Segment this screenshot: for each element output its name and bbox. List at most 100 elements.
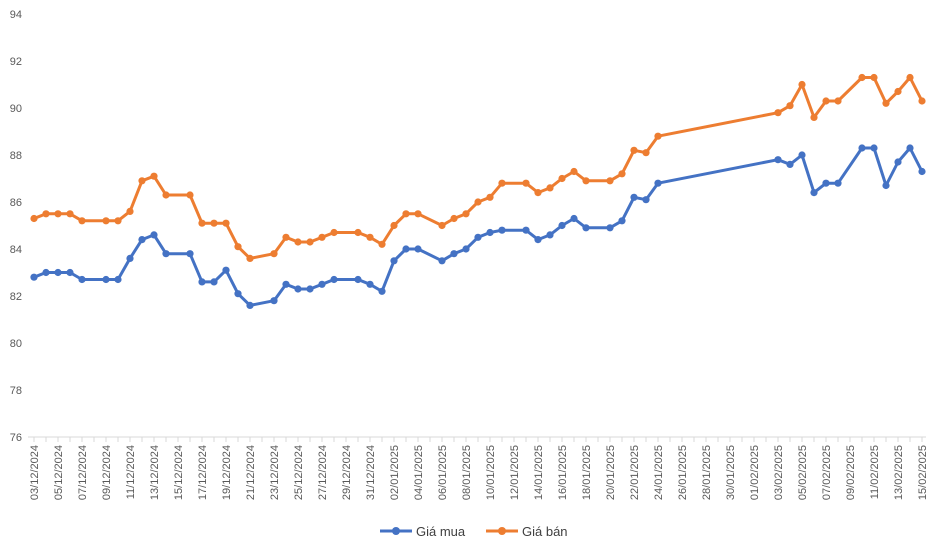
data-point xyxy=(150,231,158,239)
x-tick-label: 05/02/2025 xyxy=(797,445,809,500)
data-point xyxy=(126,254,134,262)
data-point xyxy=(42,210,50,218)
data-point xyxy=(390,221,398,230)
data-point xyxy=(270,250,278,258)
data-point xyxy=(234,290,242,298)
data-point xyxy=(30,273,38,281)
data-point xyxy=(246,254,254,262)
y-tick-label: 84 xyxy=(10,244,22,256)
x-tick-label: 26/01/2025 xyxy=(677,445,689,500)
data-point xyxy=(582,224,590,232)
x-tick-label: 14/01/2025 xyxy=(533,445,545,500)
x-tick-label: 03/02/2025 xyxy=(773,445,785,500)
x-tick-label: 28/01/2025 xyxy=(701,445,713,500)
data-point xyxy=(606,177,614,185)
x-tick-label: 05/12/2024 xyxy=(53,445,65,500)
x-tick-label: 07/02/2025 xyxy=(821,445,833,500)
data-point xyxy=(318,233,326,241)
data-point xyxy=(246,301,254,309)
data-point xyxy=(222,266,230,274)
data-point xyxy=(414,245,422,253)
data-point xyxy=(186,250,194,258)
legend-marker xyxy=(392,527,400,535)
data-point xyxy=(906,73,914,82)
x-tick-label: 15/02/2025 xyxy=(917,445,929,500)
x-tick-label: 25/12/2024 xyxy=(293,445,305,500)
data-point xyxy=(654,132,662,140)
y-tick-label: 80 xyxy=(10,338,22,350)
data-point xyxy=(918,97,926,105)
x-tick-label: 13/12/2024 xyxy=(149,445,161,500)
data-point xyxy=(270,297,278,305)
data-point xyxy=(786,102,794,110)
data-point xyxy=(546,184,554,192)
data-point xyxy=(822,179,830,187)
data-point xyxy=(138,177,146,185)
x-tick-label: 30/01/2025 xyxy=(725,445,737,500)
x-tick-label: 20/01/2025 xyxy=(605,445,617,500)
data-point xyxy=(210,278,218,286)
x-tick-label: 11/02/2025 xyxy=(869,445,881,499)
x-tick-label: 09/12/2024 xyxy=(101,445,113,500)
legend: Giá mua Giá bán xyxy=(380,524,568,539)
data-point xyxy=(774,109,782,117)
data-point xyxy=(558,221,566,230)
y-tick-label: 88 xyxy=(10,150,22,162)
data-point xyxy=(162,191,170,199)
data-point xyxy=(378,287,386,295)
x-tick-label: 27/12/2024 xyxy=(317,445,329,500)
data-point xyxy=(546,231,554,239)
y-tick-label: 94 xyxy=(10,9,22,21)
data-point xyxy=(618,217,626,225)
y-tick-label: 90 xyxy=(10,103,22,115)
data-point xyxy=(330,275,338,284)
series-line xyxy=(33,146,924,307)
x-tick-label: 19/12/2024 xyxy=(221,445,233,500)
data-point xyxy=(642,149,650,157)
data-point xyxy=(570,214,578,223)
data-point xyxy=(906,144,914,152)
x-tick-label: 07/12/2024 xyxy=(77,445,89,500)
data-point xyxy=(834,97,842,105)
data-point xyxy=(858,73,866,82)
x-tick-label: 29/12/2024 xyxy=(341,445,353,500)
legend-item: Giá mua xyxy=(380,524,466,539)
x-axis-labels: 03/12/2024 05/12/2024 07/12/2024 09/12/2024… xyxy=(29,445,929,500)
legend-marker xyxy=(498,527,506,535)
data-point xyxy=(606,224,614,232)
y-axis-labels: 76 78 80 82 84 86 88 90 92 94 xyxy=(10,9,22,444)
data-point xyxy=(810,189,818,197)
data-point xyxy=(78,275,86,284)
x-tick-label: 17/12/2024 xyxy=(197,445,209,500)
data-point xyxy=(318,280,326,288)
x-tick-label: 11/12/2024 xyxy=(125,445,137,499)
data-point xyxy=(354,275,362,284)
data-point xyxy=(474,233,482,241)
x-tick-label: 04/01/2025 xyxy=(413,445,425,500)
x-tick-label: 06/01/2025 xyxy=(437,445,449,500)
data-point xyxy=(798,80,806,89)
data-point xyxy=(102,275,110,284)
series-line xyxy=(33,76,924,260)
y-tick-label: 92 xyxy=(10,56,22,68)
y-tick-label: 76 xyxy=(10,432,22,444)
data-point xyxy=(522,226,530,234)
data-point xyxy=(54,268,62,277)
data-point xyxy=(354,228,362,237)
x-tick-label: 10/01/2025 xyxy=(485,445,497,500)
x-axis-ticks xyxy=(33,437,923,442)
series-1 xyxy=(30,144,926,309)
legend-item: Giá bán xyxy=(486,524,568,539)
series-2 xyxy=(30,73,926,262)
data-point xyxy=(450,250,458,258)
data-point xyxy=(138,236,146,244)
data-point xyxy=(66,268,74,277)
data-point xyxy=(570,167,578,176)
data-point xyxy=(486,228,494,237)
x-tick-label: 21/12/2024 xyxy=(245,445,257,500)
data-point xyxy=(78,217,86,225)
data-point xyxy=(150,172,158,180)
x-tick-label: 09/02/2025 xyxy=(845,445,857,500)
data-point xyxy=(498,226,506,234)
